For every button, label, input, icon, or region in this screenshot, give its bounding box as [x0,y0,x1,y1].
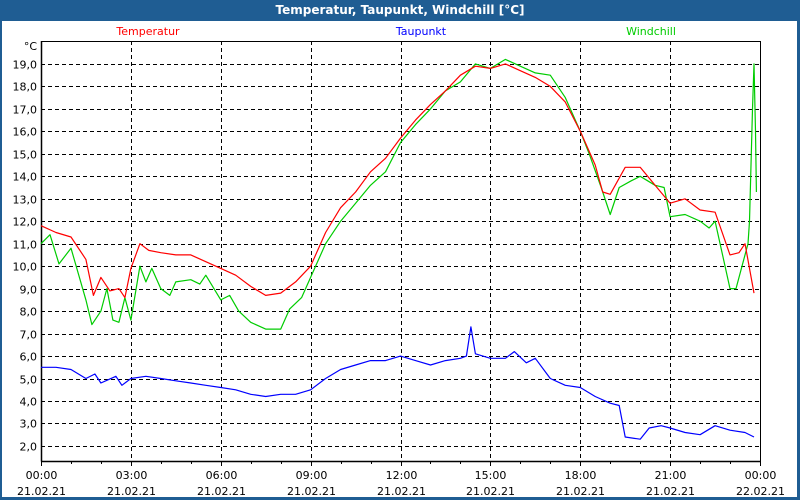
chart-area: 2,0 3,0 4,0 5,0 6,0 7,0 8,0 9,0 10,0 11,0 12,0 13,0… [2,21,797,497]
x-tick-label-date: 21.02.21 [466,485,515,497]
y-tick-label: 15,0 [13,149,38,162]
x-tick-label-time: 00:00 [745,469,777,482]
y-tick-label: 3,0 [20,418,38,431]
y-tick-label: 18,0 [13,81,38,94]
x-tick-label-time: 15:00 [475,469,507,482]
legend-taupunkt: Taupunkt [395,25,447,38]
x-tick-label-date: 22.02.21 [736,485,785,497]
x-tick-label-date: 21.02.21 [197,485,246,497]
y-tick-label: 8,0 [20,306,38,319]
x-tick-label-time: 18:00 [565,469,597,482]
legend-windchill: Windchill [626,25,676,38]
x-tick-label-time: 09:00 [296,469,328,482]
y-tick-label: 11,0 [13,239,38,252]
series-line-taupunkt [41,326,755,440]
x-tick-label-date: 21.02.21 [556,485,605,497]
x-tick-label-time: 21:00 [655,469,687,482]
y-tick-label: 13,0 [13,194,38,207]
legend-temperatur: Temperatur [115,25,180,38]
y-tick-label: 17,0 [13,104,38,117]
x-tick-label-time: 00:00 [26,469,58,482]
y-tick-label: 14,0 [13,171,38,184]
y-tick-label: 16,0 [13,126,38,139]
series-line-windchill [40,58,757,330]
y-tick-label: 2,0 [20,441,38,454]
y-tick-label: 19,0 [13,59,38,72]
window-title: Temperatur, Taupunkt, Windchill [°C] [0,0,800,21]
x-tick-label-date: 21.02.21 [107,485,156,497]
y-tick-label: 10,0 [13,261,38,274]
y-tick-label: 6,0 [20,351,38,364]
y-tick-label: 4,0 [20,396,38,409]
x-tick-label-date: 21.02.21 [646,485,695,497]
y-tick-label: 7,0 [20,329,38,342]
y-axis-unit-label: °C [24,40,38,53]
x-tick-label-date: 21.02.21 [287,485,336,497]
line-chart: 2,0 3,0 4,0 5,0 6,0 7,0 8,0 9,0 10,0 11,0 12,0 13,0… [13,25,785,497]
y-tick-label: 9,0 [20,284,38,297]
x-tick-label-time: 12:00 [386,469,418,482]
x-tick-label-time: 03:00 [116,469,148,482]
y-tick-label: 12,0 [13,216,38,229]
x-tick-label-time: 06:00 [206,469,238,482]
x-tick-label-date: 21.02.21 [17,485,66,497]
y-tick-label: 5,0 [20,374,38,387]
x-tick-label-date: 21.02.21 [377,485,426,497]
series-line-temperatur [40,63,755,299]
